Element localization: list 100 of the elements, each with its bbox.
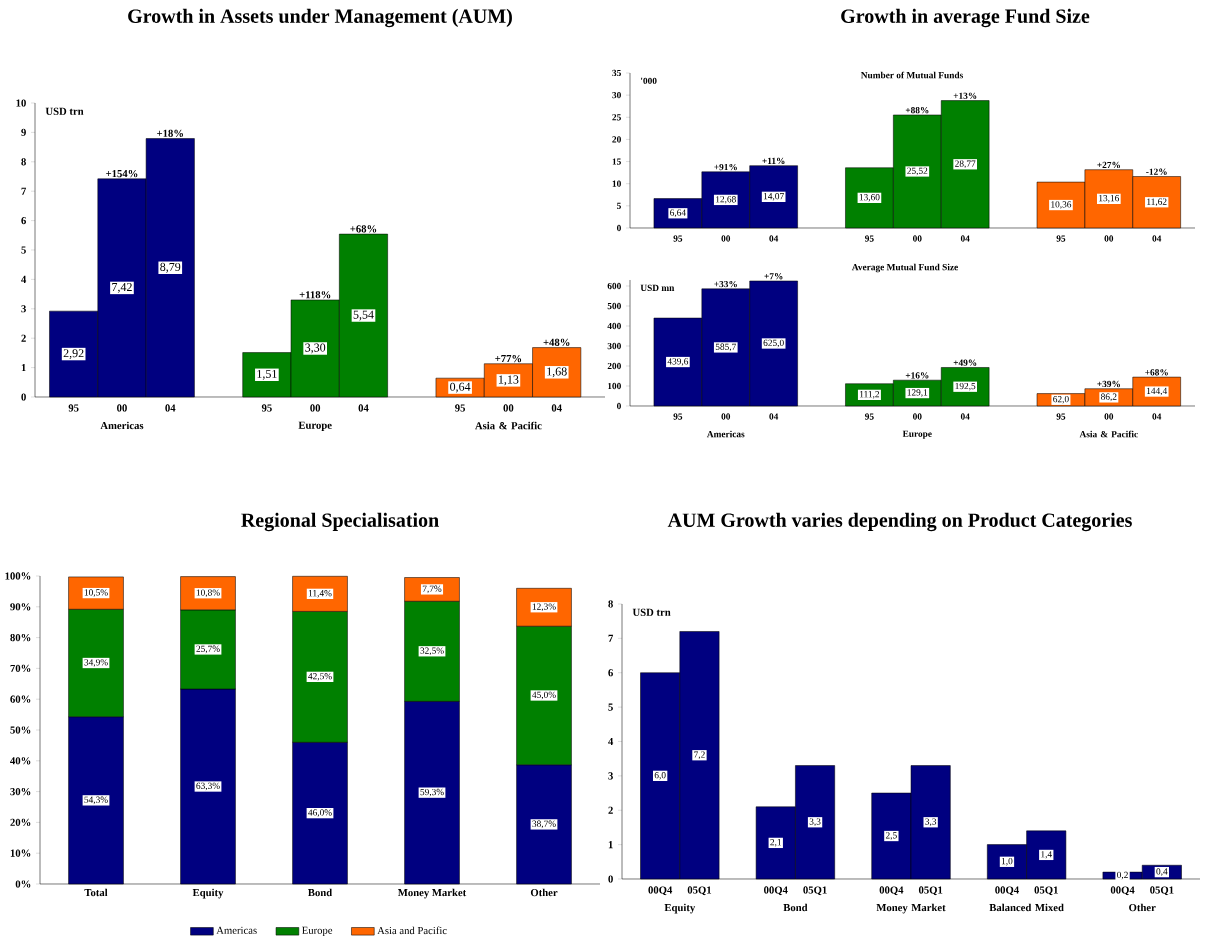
y-tick-label: 600: [607, 282, 621, 289]
y-tick-label: 200: [607, 362, 621, 369]
y-axis-title: '000: [641, 77, 657, 84]
data-label: 59,3%: [420, 788, 444, 797]
y-tick-label: 8: [608, 600, 613, 608]
x-tick-label: Other: [1129, 903, 1156, 912]
y-tick-label: 5: [608, 703, 613, 711]
y-tick-label: 0%: [15, 880, 31, 888]
x-tick-label: Asia & Pacific: [475, 421, 542, 430]
series-label: 00: [721, 235, 731, 242]
annotation: +39%: [1097, 380, 1120, 387]
text: 05Q1: [1034, 886, 1058, 896]
data-label: 129,1: [907, 389, 928, 397]
y-tick-label: 6: [21, 216, 26, 224]
text: 95: [865, 413, 874, 420]
x-tick-label: Europe: [298, 421, 332, 431]
data-label: 111,2: [860, 390, 880, 399]
y-tick-label: 5: [21, 246, 26, 254]
x-tick-label: Total: [84, 888, 108, 897]
x-tick-label: Other: [530, 888, 558, 897]
data-label: 54,3%: [84, 796, 108, 805]
series-label: 95: [673, 413, 683, 420]
data-label: 3,3: [925, 818, 937, 826]
data-label: 10,8%: [196, 589, 220, 597]
y-axis-title: USD trn: [45, 107, 84, 115]
data-label: 25,7%: [196, 645, 220, 654]
y-tick-label: 300: [607, 342, 621, 349]
data-label: 13,60: [859, 193, 880, 202]
data-label: 7,2: [694, 751, 705, 759]
y-tick-label: 20%: [10, 818, 31, 826]
data-label: 1,68: [547, 367, 567, 378]
y-tick-label: 10: [16, 99, 26, 107]
text: 95: [1056, 235, 1066, 242]
y-tick-label: 7: [21, 187, 27, 195]
data-label: 32,5%: [420, 647, 444, 655]
data-label: 13,16: [1099, 194, 1120, 203]
x-tick-label: Europe: [902, 430, 932, 439]
data-label: 6,0: [654, 771, 666, 780]
y-tick-label: 3: [21, 305, 26, 313]
data-label: 45,0%: [532, 691, 556, 700]
y-tick-label: 400: [607, 322, 621, 329]
annotation: +77%: [495, 354, 522, 362]
data-label: 1,4: [1041, 850, 1052, 859]
data-label: 585,7: [715, 343, 736, 352]
text: 00: [912, 235, 922, 242]
y-tick-label: 2: [21, 334, 26, 342]
data-label: 7,7%: [422, 585, 442, 594]
y-tick-label: 30: [612, 91, 621, 99]
data-label: 11,62: [1147, 198, 1167, 206]
y-tick-label: 80%: [10, 633, 31, 642]
x-tick-label: Americas: [100, 421, 144, 430]
data-label: 6,64: [670, 209, 686, 217]
x-tick-label: Equity: [192, 888, 224, 899]
data-label: 1,0: [1001, 857, 1013, 866]
text: 95: [1056, 413, 1066, 420]
text: 04: [551, 404, 562, 412]
annotation: +49%: [953, 359, 977, 366]
legend-label: Americas: [216, 926, 257, 934]
series-label: 00Q4: [648, 886, 673, 896]
y-tick-label: 0: [616, 402, 621, 409]
y-tick-label: 9: [21, 128, 26, 136]
text: 00Q4: [879, 886, 904, 896]
y-tick-label: 0: [21, 393, 26, 401]
y-tick-label: 1: [608, 840, 613, 848]
series-label: 95: [68, 404, 79, 412]
data-label: 12,68: [716, 195, 736, 204]
data-label: 46,0%: [308, 809, 332, 817]
data-label: 86,2: [1101, 393, 1117, 402]
y-tick-label: 100: [608, 382, 621, 389]
y-tick-label: 6: [608, 668, 613, 677]
annotation: +13%: [953, 92, 977, 99]
annotation: +33%: [714, 280, 737, 288]
text: 00Q4: [1110, 886, 1135, 896]
y-tick-label: 3: [608, 772, 613, 780]
text: 00Q4: [764, 886, 788, 896]
data-label: 8,79: [160, 262, 181, 273]
annotation: +18%: [157, 129, 183, 137]
annotation: +68%: [1145, 368, 1168, 376]
data-label: 0,4: [1156, 868, 1168, 876]
annotation: +11%: [762, 157, 785, 164]
chart-title: Growth in Assets under Management (AUM): [128, 8, 512, 27]
data-label: 0,2: [1117, 871, 1128, 880]
chart-title: Growth in average Fund Size: [841, 8, 1090, 27]
data-label: 5,54: [353, 310, 374, 321]
text: 04: [1152, 413, 1162, 420]
y-tick-label: 40%: [10, 756, 31, 765]
y-tick-label: 0: [608, 875, 613, 883]
annotation: +91%: [714, 163, 737, 171]
data-label: 12,3%: [532, 603, 556, 611]
data-label: 11,4%: [308, 589, 332, 598]
data-label: 42,5%: [308, 672, 332, 681]
data-label: 192,5: [955, 382, 976, 391]
text: 95: [455, 404, 466, 412]
legend-label: Asia and Pacific: [377, 926, 447, 934]
series-label: 00: [721, 413, 731, 420]
data-label: 28,77: [955, 160, 976, 168]
y-tick-label: 5: [617, 202, 621, 209]
text: 05Q1: [918, 886, 943, 896]
y-tick-label: 2: [608, 806, 613, 814]
x-tick-label: Bond: [783, 903, 808, 912]
